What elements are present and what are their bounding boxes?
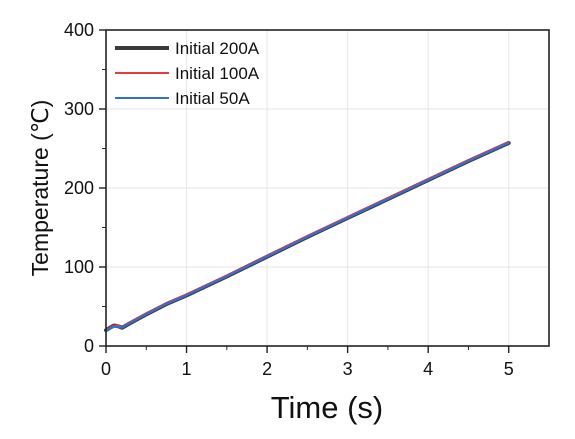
x-tick-label: 2	[262, 359, 272, 379]
legend: Initial 200A Initial 100A Initial 50A	[115, 39, 260, 108]
legend-label-initial-50a: Initial 50A	[175, 89, 250, 108]
legend-label-initial-200a: Initial 200A	[175, 39, 260, 58]
legend-label-initial-100a: Initial 100A	[175, 64, 260, 83]
x-tick-label: 5	[504, 359, 514, 379]
y-axis-title: Temperature (℃)	[27, 100, 53, 277]
x-tick-label: 3	[343, 359, 353, 379]
x-tick-label: 0	[101, 359, 111, 379]
y-tick-label: 200	[64, 178, 94, 198]
series-line-initial-50a	[105, 142, 510, 332]
series-lines	[104, 141, 511, 333]
x-tick-label: 4	[423, 359, 433, 379]
y-tick-label: 300	[64, 99, 94, 119]
axis-ticks: 0 1 2 3 4 5 0 100 200 300 400	[64, 20, 514, 379]
x-axis-title: Time (s)	[271, 390, 384, 425]
y-tick-label: 100	[64, 257, 94, 277]
y-tick-label: 400	[64, 20, 94, 40]
x-tick-label: 1	[182, 359, 192, 379]
grid	[106, 30, 549, 346]
y-tick-label: 0	[84, 336, 94, 356]
